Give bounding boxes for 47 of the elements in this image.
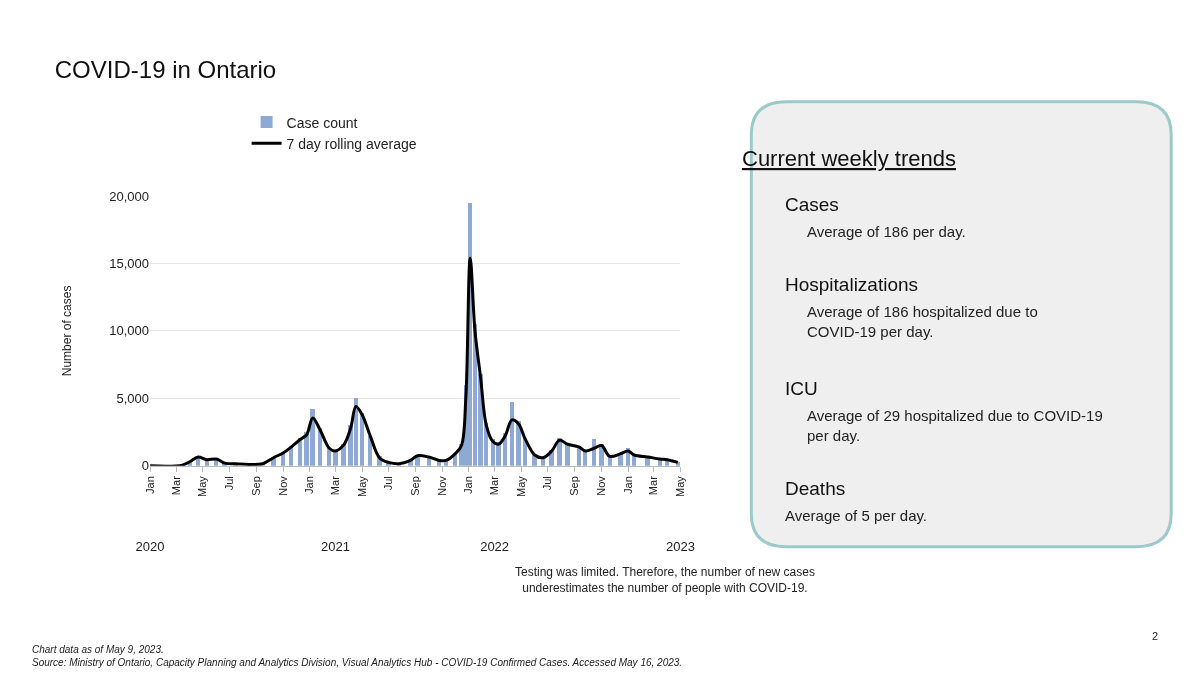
text: Hospitalizations	[785, 274, 919, 295]
text: Current weekly trends	[742, 146, 956, 171]
x-tick-label: Nov	[595, 475, 608, 496]
x-tick-label: Sep	[250, 476, 263, 496]
x2-tick-label: 2022	[480, 539, 510, 555]
text: Average of 186 hospitalized due to COVID-19 per day.	[807, 303, 1038, 340]
text: 2	[1152, 630, 1159, 642]
text: Average of 29 hospitalized due to COVID-19 per day.	[807, 407, 1103, 444]
text: Cases	[785, 194, 839, 215]
text: Average of 186 per day.	[807, 223, 966, 240]
y-tick-label: 0	[141, 458, 150, 474]
x-tick-label: Nov	[276, 475, 289, 496]
x-tick-label: Jan	[621, 476, 634, 494]
x2-tick-label: 2023	[665, 539, 695, 555]
x-tick-label: Sep	[409, 476, 422, 496]
source-note: Source: Ministry of Ontario, Capacity Planning and Analytics Division, Visual Analytics Hub - COVID-19 Confirmed Cases. Accessed May 16, 2023.	[32, 657, 683, 668]
y-tick-label: 20,000	[109, 188, 150, 204]
x-tick-label: Sep	[568, 476, 581, 496]
x-tick-label: Mar	[647, 475, 660, 496]
x-tick-label: May	[355, 475, 368, 497]
text: Average of 5 per day.	[785, 507, 928, 524]
text: Testing was limited. Therefore, the number of new cases underestimates the number of people with COVID-19.	[515, 565, 815, 595]
x-tick-label: Jul	[382, 476, 395, 491]
x-tick-label: Jul	[541, 476, 554, 491]
x-tick-label: Jul	[223, 476, 236, 491]
y-axis-title: Number of cases	[59, 285, 74, 377]
x-tick-label: Jan	[303, 476, 316, 494]
x-tick-label: Mar	[329, 475, 341, 496]
x-tick-label: May	[514, 475, 527, 497]
x-tick-label: Mar	[169, 475, 182, 496]
x2-tick-label: 2020	[135, 539, 165, 555]
legend-label: 7 day rolling average	[286, 135, 417, 152]
chart-title: COVID-19 in Ontario	[54, 56, 277, 84]
x-tick-label: May	[673, 475, 686, 497]
y-tick-label: 10,000	[109, 323, 150, 339]
legend-label: Case count	[286, 114, 358, 131]
x-tick-label: Jan	[462, 476, 475, 494]
text: ICU	[785, 378, 818, 399]
y-tick-label: 15,000	[109, 255, 150, 271]
x-tick-label: May	[196, 475, 209, 497]
text: Deaths	[785, 478, 846, 499]
x-tick-label: Mar	[488, 475, 501, 496]
text: Chart data as of May 9, 2023.	[32, 644, 164, 655]
y-tick-label: 5,000	[116, 390, 150, 406]
x-tick-label: Jan	[143, 476, 156, 494]
x2-tick-label: 2021	[320, 539, 350, 555]
x-tick-label: Nov	[435, 475, 448, 496]
